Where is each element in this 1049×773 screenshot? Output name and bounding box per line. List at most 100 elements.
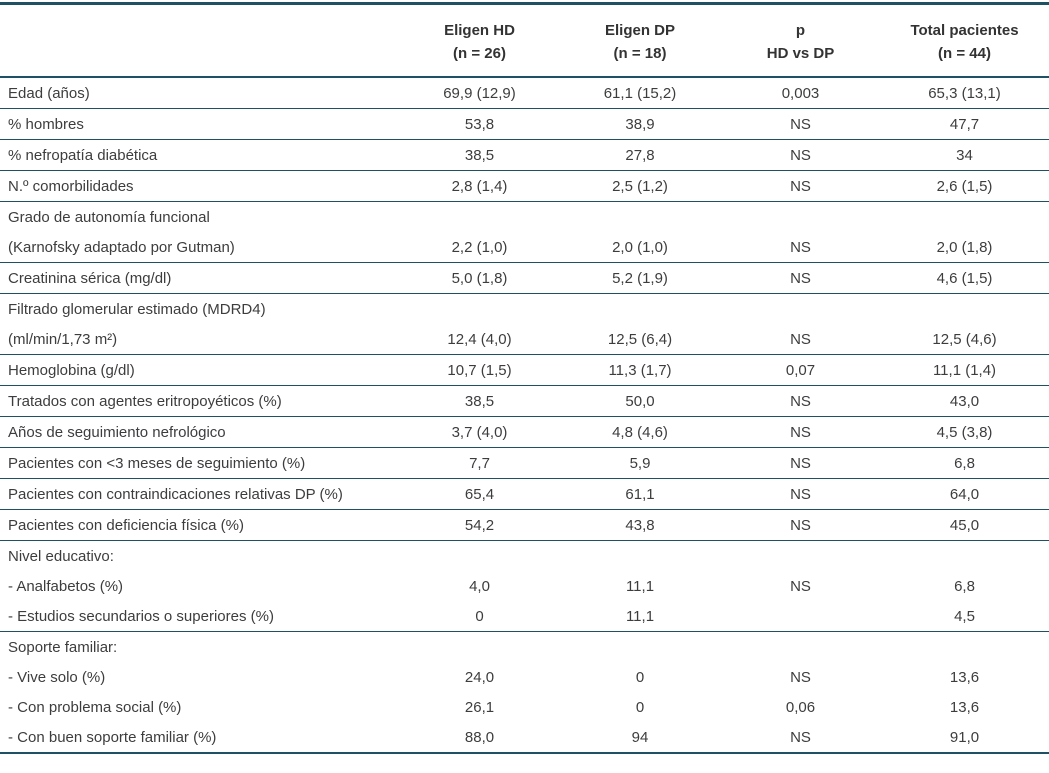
table-row: Edad (años) 69,9 (12,9) 61,1 (15,2) 0,00… [0, 77, 1049, 109]
cell-p-value: NS [721, 232, 880, 263]
cell-eligen-hd: 38,5 [400, 385, 559, 417]
cell-p-value: NS [790, 728, 811, 746]
header-eligen-dp-name: Eligen DP [604, 22, 675, 39]
cell-eligen-hd: 53,8 [400, 108, 559, 140]
header-p-sublabel: HD vs DP [766, 45, 835, 62]
cell-eligen-hd: 69,9 (12,9) [400, 77, 559, 109]
table-row: % hombres 53,8 38,9 NS 47,7 [0, 108, 1049, 140]
cell-eligen-dp: 11,1 [559, 601, 721, 632]
table-row: - Analfabetos (%) 4,0 11,1 NS 6,8 [0, 571, 1049, 601]
cell-p-value: NS [721, 478, 880, 510]
cell-total: 4,5 (3,8) [880, 416, 1049, 448]
cell-total: 34 [880, 139, 1049, 171]
row-label: Grado de autonomía funcional [8, 208, 210, 226]
patient-comparison-table: Eligen HD (n = 26) Eligen DP (n = 18) p … [0, 2, 1049, 754]
header-p-value: p HD vs DP [721, 3, 880, 78]
row-label: Tratados con agentes eritropoyéticos (%) [0, 385, 400, 417]
cell-eligen-dp: 11,3 (1,7) [559, 354, 721, 386]
row-label: % hombres [0, 108, 400, 140]
cell-eligen-dp: 94 [631, 728, 649, 746]
table-row: Grado de autonomía funcional [0, 202, 1049, 233]
cell-total: 4,5 [880, 601, 1049, 632]
cell-eligen-dp [559, 294, 721, 325]
cell-p-value: NS [721, 324, 880, 355]
row-label: Edad (años) [0, 77, 400, 109]
table-row: Pacientes con <3 meses de seguimiento (%… [0, 447, 1049, 479]
cell-total: 64,0 [880, 478, 1049, 510]
cell-total: 45,0 [880, 509, 1049, 541]
cell-eligen-dp: 2,5 (1,2) [559, 170, 721, 202]
cell-eligen-hd: 54,2 [400, 509, 559, 541]
cell-p-value: NS [721, 416, 880, 448]
row-label: Pacientes con deficiencia física (%) [0, 509, 400, 541]
cell-eligen-hd: 65,4 [400, 478, 559, 510]
row-label: - Con problema social (%) [8, 698, 182, 716]
cell-eligen-dp: 0 [635, 668, 645, 686]
cell-total: 12,5 (4,6) [880, 324, 1049, 355]
cell-eligen-dp: 38,9 [559, 108, 721, 140]
cell-total: 6,8 [954, 577, 975, 595]
table-row: % nefropatía diabética 38,5 27,8 NS 34 [0, 139, 1049, 171]
row-label: - Analfabetos (%) [8, 577, 124, 595]
table-row: Nivel educativo: [0, 541, 1049, 572]
cell-eligen-hd: 2,2 (1,0) [400, 232, 559, 263]
cell-p-value [721, 601, 880, 632]
cell-eligen-hd: 88,0 [464, 728, 495, 746]
cell-eligen-dp: 61,1 (15,2) [559, 77, 721, 109]
header-total-n: (n = 44) [938, 45, 991, 62]
table-header: Eligen HD (n = 26) Eligen DP (n = 18) p … [0, 3, 1049, 78]
cell-eligen-dp: 61,1 [559, 478, 721, 510]
header-eligen-hd-name: Eligen HD [444, 22, 515, 39]
cell-eligen-hd: 0 [400, 601, 559, 632]
cell-eligen-dp: 4,8 (4,6) [559, 416, 721, 448]
row-label: Hemoglobina (g/dl) [0, 354, 400, 386]
table-row: Pacientes con contraindicaciones relativ… [0, 478, 1049, 510]
table-row: - Estudios secundarios o superiores (%) … [0, 601, 1049, 632]
cell-eligen-hd [400, 294, 559, 325]
header-total-name: Total pacientes [910, 22, 1019, 39]
row-label: Filtrado glomerular estimado (MDRD4) [8, 300, 266, 318]
cell-total [880, 632, 1049, 663]
cell-total: 13,6 [949, 698, 980, 716]
cell-total: 91,0 [949, 728, 980, 746]
cell-eligen-dp: 5,9 [559, 447, 721, 479]
table-row: - Con buen soporte familiar (%) 88,0 94 … [0, 722, 1049, 753]
row-label: Pacientes con <3 meses de seguimiento (%… [0, 447, 400, 479]
cell-total: 2,0 (1,8) [880, 232, 1049, 263]
table-row: Creatinina sérica (mg/dl) 5,0 (1,8) 5,2 … [0, 262, 1049, 294]
cell-eligen-hd: 2,8 (1,4) [400, 170, 559, 202]
cell-total: 11,1 (1,4) [880, 354, 1049, 386]
cell-eligen-hd: 4,0 [469, 577, 490, 595]
cell-eligen-hd: 7,7 [400, 447, 559, 479]
cell-p-value: NS [721, 170, 880, 202]
row-label: (ml/min/1,73 m²) [0, 324, 400, 355]
row-label: Soporte familiar: [8, 638, 118, 656]
cell-p-value [721, 202, 880, 233]
cell-eligen-hd: 10,7 (1,5) [400, 354, 559, 386]
header-empty-cell [0, 3, 400, 78]
cell-eligen-dp [559, 632, 721, 663]
cell-eligen-dp [559, 202, 721, 233]
header-eligen-hd: Eligen HD (n = 26) [400, 3, 559, 78]
row-label: % nefropatía diabética [0, 139, 400, 171]
table-row: - Vive solo (%) 24,0 0 NS 13,6 [0, 662, 1049, 692]
table-row: Pacientes con deficiencia física (%) 54,… [0, 509, 1049, 541]
cell-eligen-hd: 24,0 [464, 668, 495, 686]
table-row: Tratados con agentes eritropoyéticos (%)… [0, 385, 1049, 417]
cell-eligen-dp [559, 541, 721, 572]
cell-eligen-hd: 12,4 (4,0) [400, 324, 559, 355]
cell-eligen-dp: 43,8 [559, 509, 721, 541]
cell-eligen-dp: 12,5 (6,4) [559, 324, 721, 355]
row-label: - Vive solo (%) [8, 668, 106, 686]
cell-eligen-dp: 2,0 (1,0) [559, 232, 721, 263]
cell-total [880, 294, 1049, 325]
header-eligen-dp: Eligen DP (n = 18) [559, 3, 721, 78]
header-total: Total pacientes (n = 44) [880, 3, 1049, 78]
row-label: - Estudios secundarios o superiores (%) [0, 601, 400, 632]
cell-total: 2,6 (1,5) [880, 170, 1049, 202]
cell-total [880, 202, 1049, 233]
cell-p-value: 0,06 [785, 698, 816, 716]
cell-eligen-dp: 0 [635, 698, 645, 716]
cell-eligen-dp: 50,0 [559, 385, 721, 417]
